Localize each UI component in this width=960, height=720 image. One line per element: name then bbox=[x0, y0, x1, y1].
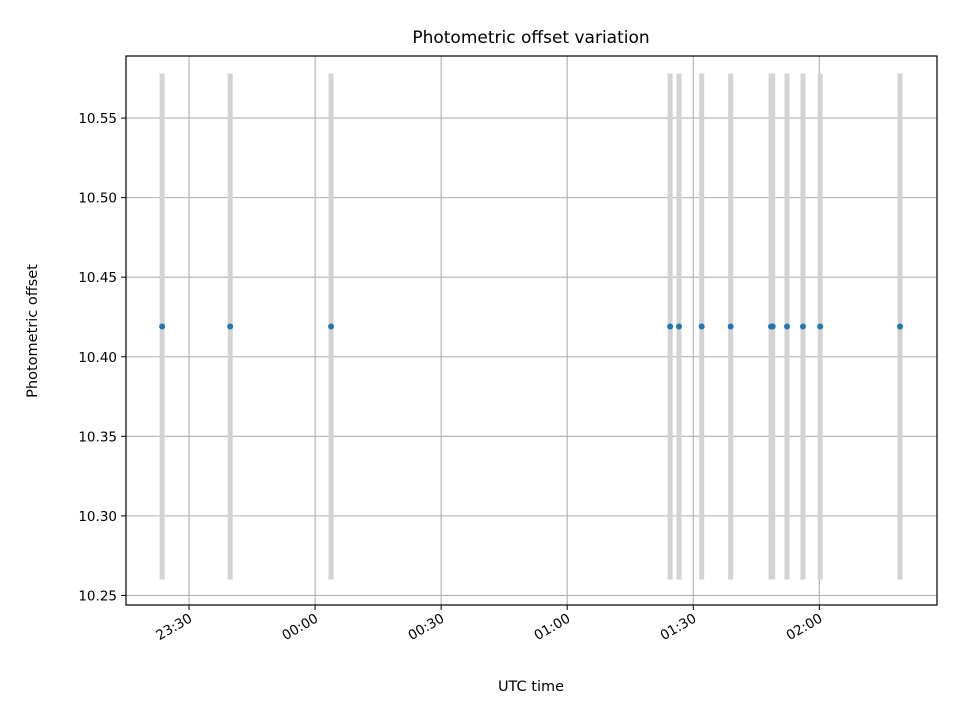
y-tick-label: 10.50 bbox=[78, 191, 117, 207]
x-tick-label: 23:30 bbox=[153, 611, 195, 644]
data-point bbox=[159, 323, 166, 330]
x-axis-label: UTC time bbox=[498, 679, 564, 695]
chart-title: Photometric offset variation bbox=[412, 28, 649, 48]
data-point bbox=[675, 323, 682, 330]
x-tick-label: 00:30 bbox=[405, 611, 447, 644]
data-point bbox=[727, 323, 734, 330]
data-point bbox=[783, 323, 790, 330]
y-tick-label: 10.55 bbox=[78, 111, 117, 127]
data-point bbox=[328, 323, 335, 330]
data-point bbox=[769, 323, 776, 330]
data-point bbox=[667, 323, 674, 330]
plot-area-frame bbox=[125, 55, 938, 606]
x-axis-ticks: 23:30 00:00 00:30 01:00 01:30 02:00 bbox=[153, 605, 825, 644]
data-points bbox=[159, 323, 904, 330]
y-tick-label: 10.25 bbox=[78, 588, 117, 604]
y-axis-ticks: 10.25 10.30 10.35 10.40 10.45 10.50 10.55 bbox=[78, 111, 126, 604]
grid-lines bbox=[126, 56, 937, 605]
x-tick-label: 01:30 bbox=[658, 611, 700, 644]
x-tick-label: 01:00 bbox=[532, 611, 574, 644]
data-point bbox=[799, 323, 806, 330]
y-tick-label: 10.45 bbox=[78, 270, 117, 286]
y-tick-label: 10.40 bbox=[78, 350, 117, 366]
data-point bbox=[698, 323, 705, 330]
data-point bbox=[227, 323, 234, 330]
data-point bbox=[897, 323, 904, 330]
x-tick-label: 00:00 bbox=[279, 611, 321, 644]
y-axis-label: Photometric offset bbox=[25, 264, 41, 398]
x-tick-label: 02:00 bbox=[784, 611, 826, 644]
y-tick-label: 10.30 bbox=[78, 509, 117, 525]
data-point bbox=[817, 323, 824, 330]
y-tick-label: 10.35 bbox=[78, 429, 117, 445]
